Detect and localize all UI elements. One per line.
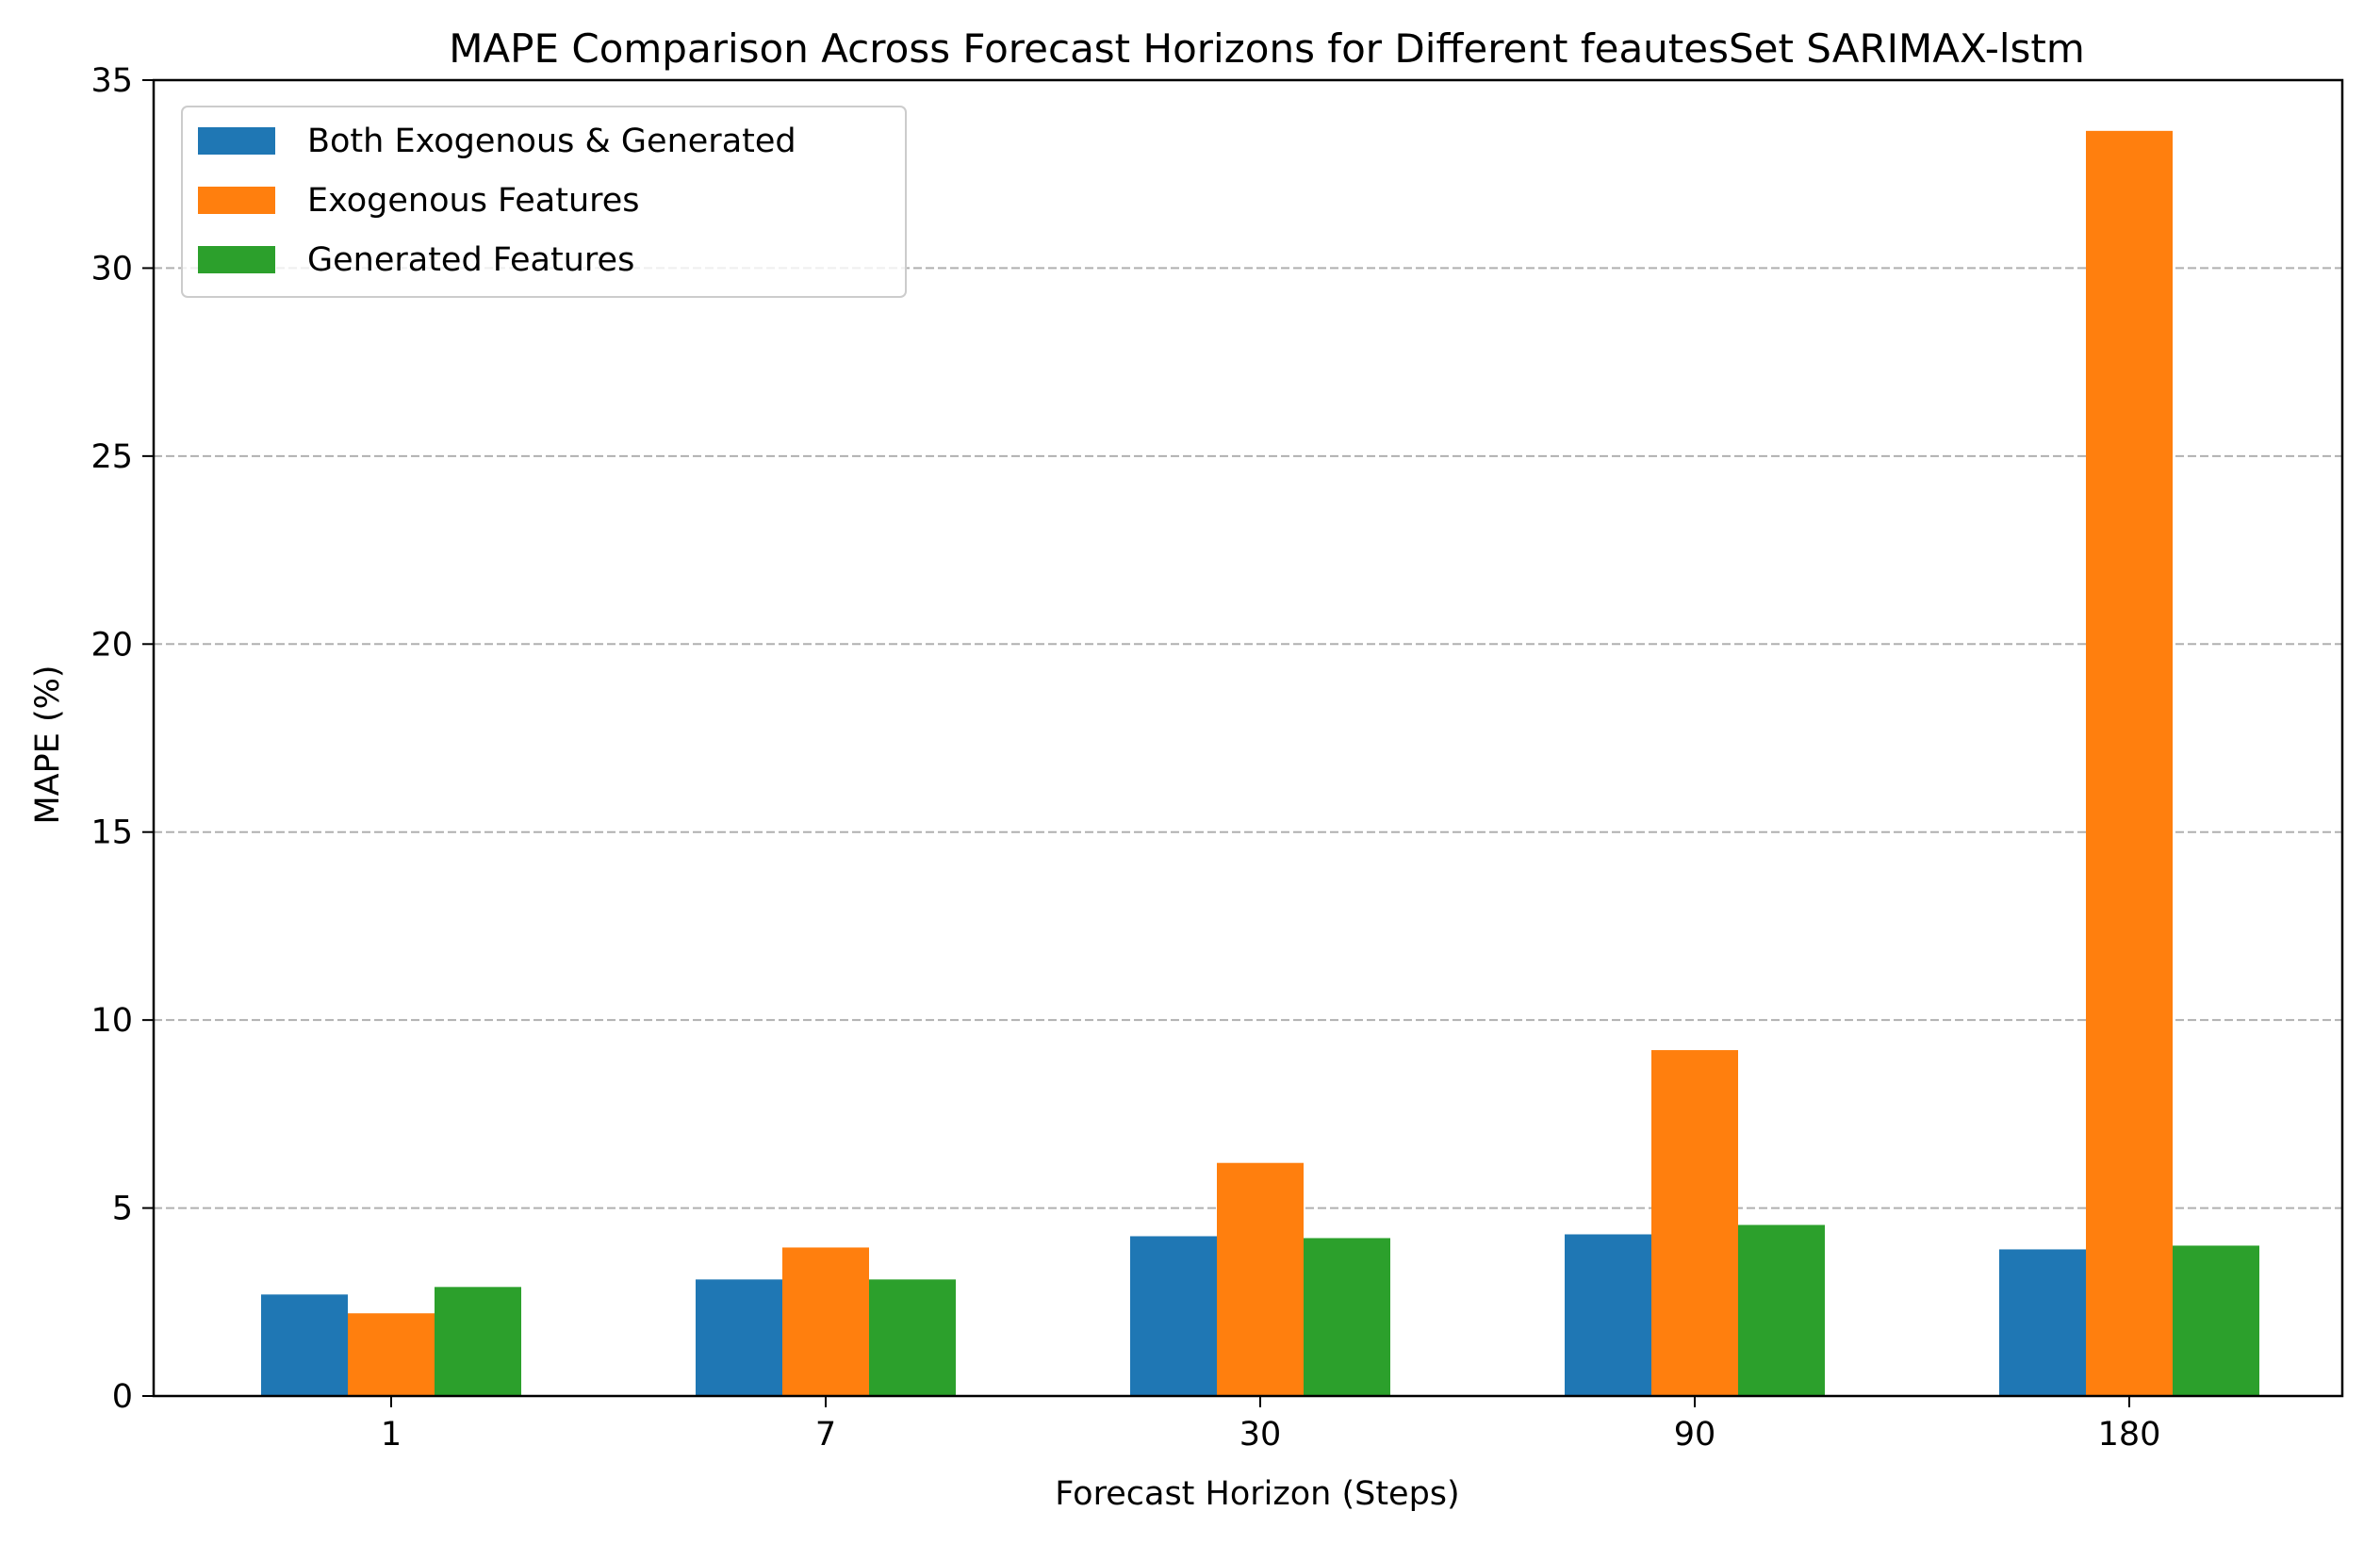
legend-label: Both Exogenous & Generated [307,123,796,160]
bar-both-exogenous-generated-h90 [1565,1234,1651,1396]
bar-both-exogenous-generated-h180 [1999,1249,2086,1396]
y-gridlines [154,267,2342,1209]
plot-frame [152,78,2344,1398]
bar-exogenous-features-h180 [2086,130,2173,1397]
bar-generated-features-h90 [1738,1224,1825,1396]
x-axis-ticks: 1 7 30 90 180 [381,1396,2161,1454]
legend-swatch [198,246,275,273]
bar-generated-features-h7 [869,1279,956,1396]
y-axis-ticks: 0 5 10 15 20 25 30 35 [90,62,154,1416]
bar-both-exogenous-generated-h1 [261,1294,348,1396]
bar-exogenous-features-h7 [782,1247,869,1396]
legend-frame [181,106,907,298]
x-axis-label: Forecast Horizon (Steps) [1055,1475,1459,1513]
x-tick-label: 7 [815,1416,836,1454]
bar-generated-features-h1 [435,1287,521,1396]
bar-both-exogenous-generated-h7 [696,1279,782,1396]
bar-generated-features-h30 [1304,1238,1390,1396]
x-tick-label: 1 [381,1416,402,1454]
x-tick-label: 90 [1674,1416,1716,1454]
bar-exogenous-features-h30 [1217,1162,1304,1396]
y-tick-label: 5 [112,1191,133,1228]
bar-generated-features-h180 [2173,1245,2259,1396]
y-tick-label: 10 [90,1002,133,1040]
legend-label: Generated Features [307,241,634,279]
x-tick-label: 180 [2098,1416,2161,1454]
bar-exogenous-features-h1 [348,1313,435,1396]
legend: Both Exogenous & Generated Exogenous Feat… [181,106,907,298]
y-tick-label: 30 [90,250,133,287]
bar-both-exogenous-generated-h30 [1130,1236,1217,1396]
bar-exogenous-features-h90 [1651,1050,1738,1396]
x-tick-label: 30 [1239,1416,1282,1454]
bars [261,130,2259,1397]
y-tick-label: 35 [90,62,133,100]
y-tick-label: 15 [90,814,133,852]
legend-swatch [198,127,275,155]
axes [152,78,2344,1398]
chart-title: MAPE Comparison Across Forecast Horizons… [449,25,2085,72]
y-axis-label: MAPE (%) [29,665,67,824]
y-tick-label: 25 [90,438,133,476]
legend-swatch [198,187,275,214]
legend-label: Exogenous Features [307,182,640,220]
y-tick-label: 0 [112,1378,133,1416]
y-tick-label: 20 [90,626,133,664]
